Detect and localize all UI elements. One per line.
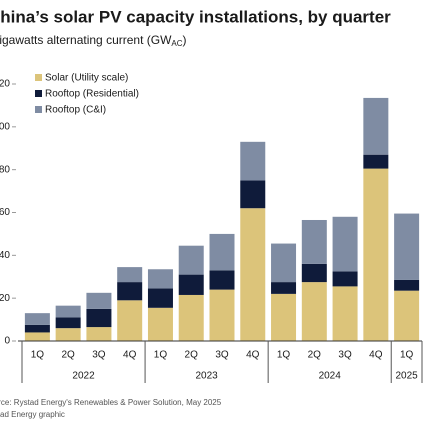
subtitle-main: Gigawatts alternating current (GW	[0, 33, 172, 47]
bar-segment	[394, 279, 420, 291]
bar-segment	[209, 270, 235, 290]
bar-segment	[240, 180, 266, 209]
y-tick-label: 60	[0, 207, 10, 218]
bar-segment	[209, 289, 235, 341]
subtitle-sub: AC	[171, 39, 182, 48]
bar-segment	[55, 317, 81, 329]
legend-label: Rooftop (Residential)	[45, 89, 139, 100]
x-tick-label: 2Q	[61, 350, 75, 361]
bar-segment	[117, 282, 143, 301]
bar-segment	[178, 294, 204, 341]
legend-swatch	[35, 74, 42, 81]
bar-segment	[301, 219, 327, 264]
legend-swatch	[35, 90, 42, 97]
bar-segment	[240, 208, 266, 341]
x-tick-label: 4Q	[369, 350, 383, 361]
source: Source: Rystad Energy's Renewables & Pow…	[0, 398, 222, 407]
x-tick-label: 2Q	[185, 350, 199, 361]
bar-segment	[332, 271, 358, 287]
bar-segment	[147, 269, 173, 289]
legend-label: Rooftop (C&I)	[45, 105, 106, 116]
bar-segment	[86, 292, 112, 309]
y-tick-label: 20	[0, 293, 10, 304]
x-tick-label: 1Q	[31, 350, 45, 361]
bar-segment	[24, 313, 50, 325]
year-label: 2024	[319, 371, 342, 382]
x-tick-label: 4Q	[123, 350, 137, 361]
y-tick-label: 100	[0, 121, 10, 132]
x-tick-label: 1Q	[277, 350, 291, 361]
x-tick-label: 3Q	[338, 350, 352, 361]
y-tick-label: 0	[4, 336, 10, 347]
legend-swatch	[35, 106, 42, 113]
bar-segment	[363, 168, 389, 341]
x-tick-label: 1Q	[400, 350, 414, 361]
bar-segment	[363, 154, 389, 169]
x-tick-label: 2Q	[308, 350, 322, 361]
bar-segment	[271, 243, 297, 283]
chart-subtitle: Gigawatts alternating current (GWAC)	[0, 33, 187, 48]
bar-segment	[332, 216, 358, 272]
year-label: 2023	[195, 371, 218, 382]
bar-segment	[271, 293, 297, 341]
y-tick-label: 120	[0, 79, 10, 90]
bar-segment	[332, 286, 358, 341]
bar-segment	[394, 213, 420, 280]
bar-segment	[394, 290, 420, 341]
bar-segment	[301, 282, 327, 341]
bar-segment	[86, 308, 112, 328]
bar-segment	[301, 263, 327, 283]
bar-segment	[55, 328, 81, 341]
bar-segment	[271, 282, 297, 294]
bar-segment	[24, 324, 50, 333]
x-tick-label: 3Q	[215, 350, 229, 361]
y-tick-label: 40	[0, 250, 10, 261]
bar-segment	[55, 305, 81, 318]
bar-segment	[178, 245, 204, 275]
bar-segment	[117, 267, 143, 283]
bar-segment	[147, 307, 173, 341]
x-tick-label: 1Q	[154, 350, 168, 361]
legend-label: Solar (Utility scale)	[45, 73, 128, 84]
year-label: 2022	[72, 371, 95, 382]
credit: Rystad Energy graphic	[0, 410, 65, 419]
bar-segment	[147, 288, 173, 308]
bar-segment	[24, 332, 50, 341]
bar-segment	[178, 274, 204, 295]
x-tick-label: 4Q	[246, 350, 260, 361]
subtitle-end: )	[183, 33, 187, 47]
bar-segment	[86, 327, 112, 341]
year-label: 2025	[395, 371, 418, 382]
chart-title: China’s solar PV capacity installations,…	[0, 7, 391, 26]
bar-segment	[117, 300, 143, 341]
x-tick-label: 3Q	[92, 350, 106, 361]
y-tick-label: 80	[0, 164, 10, 175]
bar-segment	[363, 97, 389, 155]
bar-segment	[209, 233, 235, 271]
bar-segment	[240, 141, 266, 181]
